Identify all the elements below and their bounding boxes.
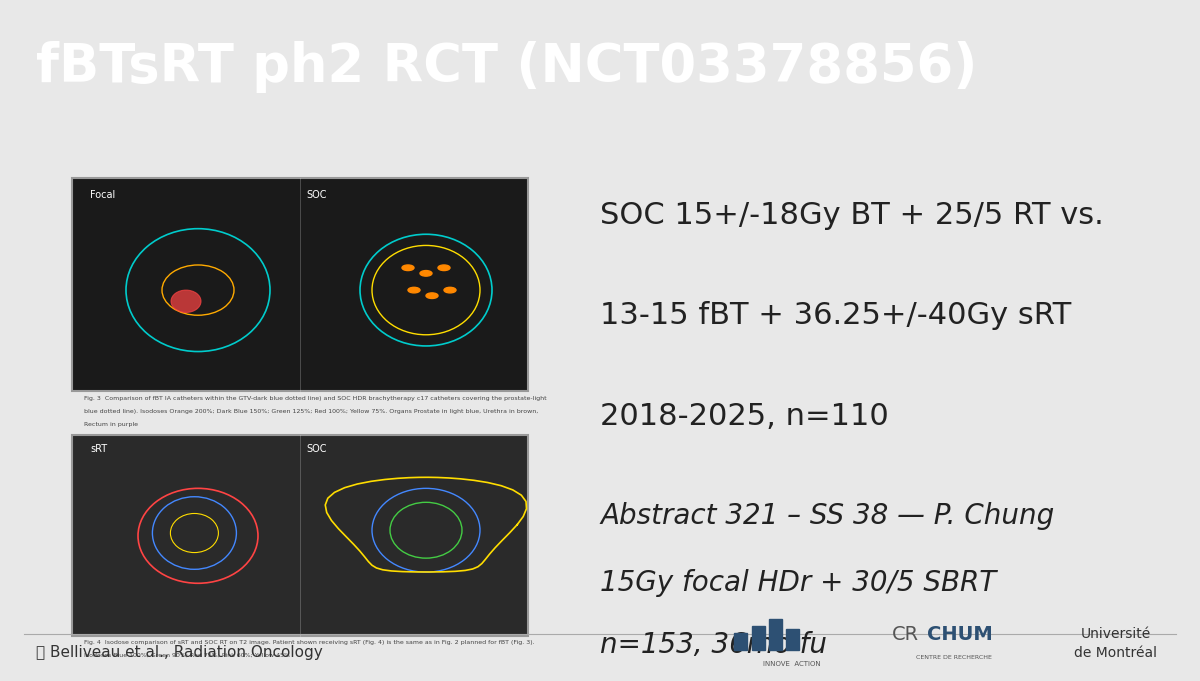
Text: Abstract 321 – SS 38 — P. Chung: Abstract 321 – SS 38 — P. Chung: [600, 503, 1055, 530]
Bar: [751, 626, 764, 650]
Text: CENTRE DE RECHERCHE: CENTRE DE RECHERCHE: [916, 654, 992, 659]
Text: ⌸ Belliveau et al., Radiation Oncology: ⌸ Belliveau et al., Radiation Oncology: [36, 645, 323, 660]
Text: SOC: SOC: [306, 189, 326, 200]
Circle shape: [444, 287, 456, 293]
Text: CHUM: CHUM: [928, 625, 994, 644]
Text: SOC: SOC: [306, 444, 326, 454]
Ellipse shape: [172, 290, 202, 313]
Text: Isodoses Blue 100%; Green 90%; Red 75%; Pink 60%; Yellow 45%: Isodoses Blue 100%; Green 90%; Red 75%; …: [84, 652, 290, 658]
Text: SOC 15+/-18Gy BT + 25/5 RT vs.: SOC 15+/-18Gy BT + 25/5 RT vs.: [600, 201, 1104, 229]
Text: 13-15 fBT + 36.25+/-40Gy sRT: 13-15 fBT + 36.25+/-40Gy sRT: [600, 301, 1072, 330]
Bar: [734, 633, 748, 650]
Circle shape: [426, 293, 438, 298]
FancyBboxPatch shape: [72, 178, 528, 391]
Text: 2018-2025, n=110: 2018-2025, n=110: [600, 402, 889, 431]
Text: de Montréal: de Montréal: [1074, 646, 1158, 660]
Circle shape: [402, 265, 414, 270]
Text: fBTsRT ph2 RCT (NCT03378856): fBTsRT ph2 RCT (NCT03378856): [36, 42, 977, 93]
Text: n=153, 36mo fu: n=153, 36mo fu: [600, 631, 827, 659]
Text: INNOVE  ACTION: INNOVE ACTION: [763, 661, 821, 667]
Text: 15Gy focal HDr + 30/5 SBRT: 15Gy focal HDr + 30/5 SBRT: [600, 569, 996, 597]
Bar: [786, 629, 799, 650]
Text: CR: CR: [892, 625, 919, 644]
Circle shape: [420, 270, 432, 276]
Text: Rectum in purple: Rectum in purple: [84, 422, 138, 427]
Text: sRT: sRT: [90, 444, 107, 454]
Text: Université: Université: [1081, 627, 1151, 642]
Circle shape: [438, 265, 450, 270]
Text: Focal: Focal: [90, 189, 115, 200]
Bar: [769, 619, 782, 650]
Text: Fig. 3  Comparison of fBT IA catheters within the GTV-dark blue dotted line) and: Fig. 3 Comparison of fBT IA catheters wi…: [84, 396, 547, 401]
Text: blue dotted line). Isodoses Orange 200%; Dark Blue 150%; Green 125%; Red 100%; Y: blue dotted line). Isodoses Orange 200%;…: [84, 409, 539, 414]
FancyBboxPatch shape: [72, 435, 528, 636]
Circle shape: [408, 287, 420, 293]
Text: Fig. 4  Isodose comparison of sRT and SOC RT on T2 image. Patient shown receivin: Fig. 4 Isodose comparison of sRT and SOC…: [84, 639, 535, 645]
